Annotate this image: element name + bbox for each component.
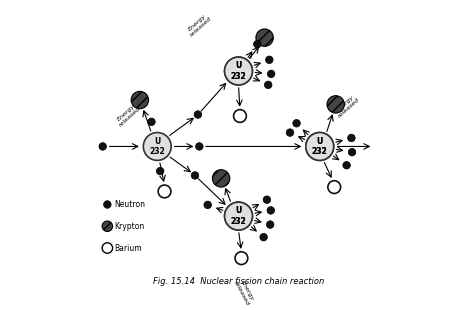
Text: Fig. 15.14  Nuclear fission chain reaction: Fig. 15.14 Nuclear fission chain reactio… <box>152 277 324 286</box>
Circle shape <box>259 233 267 241</box>
Circle shape <box>195 143 203 150</box>
Circle shape <box>267 70 274 78</box>
Circle shape <box>102 221 112 232</box>
Text: U
232: U 232 <box>230 206 246 226</box>
Text: Neutron: Neutron <box>114 200 145 209</box>
Text: U
232: U 232 <box>311 137 327 156</box>
Circle shape <box>224 57 252 85</box>
Circle shape <box>263 196 270 203</box>
Text: U
232: U 232 <box>230 206 246 226</box>
Circle shape <box>148 118 155 126</box>
Text: U
232: U 232 <box>149 137 165 156</box>
Circle shape <box>255 29 273 46</box>
Circle shape <box>224 57 252 85</box>
Circle shape <box>253 40 260 48</box>
Text: U
232: U 232 <box>230 61 246 81</box>
Text: Energy
released: Energy released <box>185 11 213 38</box>
Circle shape <box>233 110 246 122</box>
Text: Energy
released: Energy released <box>233 277 255 306</box>
Circle shape <box>224 202 252 230</box>
Circle shape <box>212 170 229 187</box>
Circle shape <box>327 96 344 113</box>
Circle shape <box>194 111 201 118</box>
Circle shape <box>267 207 274 214</box>
Circle shape <box>347 148 355 156</box>
Circle shape <box>286 129 293 136</box>
Circle shape <box>102 243 112 253</box>
Circle shape <box>158 185 170 198</box>
Text: Energy
released: Energy released <box>114 101 142 128</box>
Circle shape <box>342 162 350 169</box>
Circle shape <box>99 143 106 150</box>
Circle shape <box>292 119 300 127</box>
Circle shape <box>266 221 273 228</box>
Circle shape <box>131 91 148 109</box>
Circle shape <box>347 134 355 142</box>
Text: Energy
released: Energy released <box>333 93 360 119</box>
Circle shape <box>264 81 271 89</box>
Circle shape <box>265 56 272 64</box>
Circle shape <box>143 133 171 160</box>
Circle shape <box>156 167 164 175</box>
Circle shape <box>204 201 211 209</box>
Text: Krypton: Krypton <box>114 222 144 231</box>
Circle shape <box>305 133 333 160</box>
Circle shape <box>235 252 247 264</box>
Circle shape <box>305 133 333 160</box>
Circle shape <box>224 202 252 230</box>
Text: U
232: U 232 <box>311 137 327 156</box>
Text: Barium: Barium <box>114 244 142 253</box>
Text: U
232: U 232 <box>230 61 246 81</box>
Circle shape <box>191 172 198 179</box>
Circle shape <box>103 201 111 208</box>
Circle shape <box>327 181 340 193</box>
